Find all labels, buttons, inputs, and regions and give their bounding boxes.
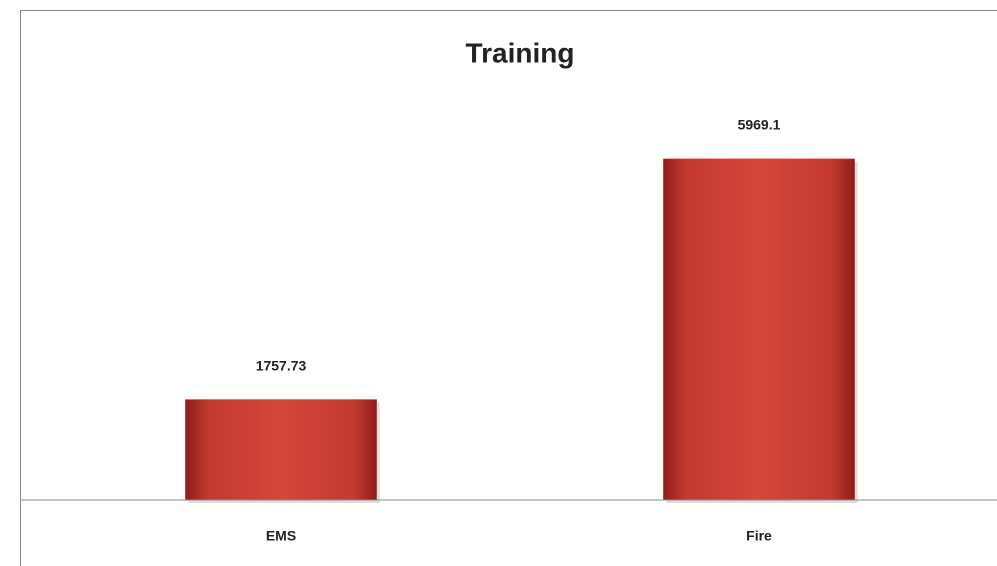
- x-tick-label: EMS: [266, 528, 296, 544]
- x-tick-label: Fire: [746, 528, 772, 544]
- data-label: 5969.1: [738, 117, 781, 133]
- data-label: 1757.73: [256, 357, 307, 373]
- bar: [663, 158, 855, 501]
- chart-title: Training: [466, 37, 575, 68]
- bar: [185, 399, 377, 501]
